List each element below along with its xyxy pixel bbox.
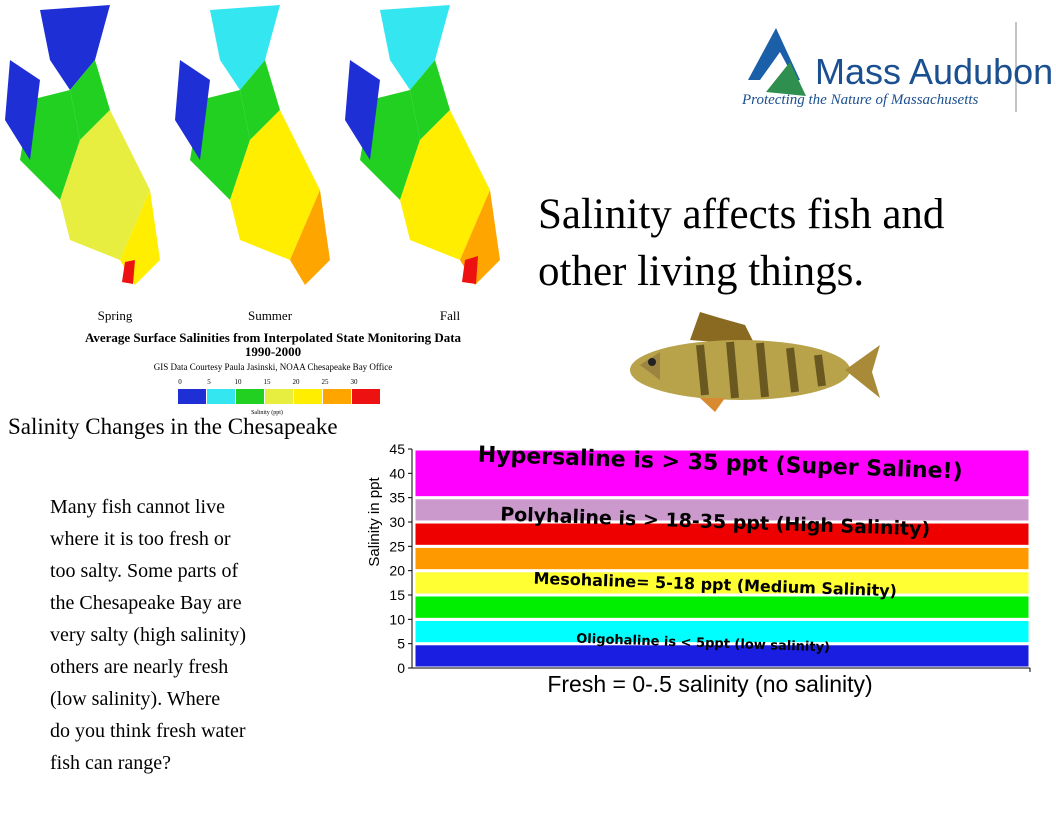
legend-swatch [178, 389, 206, 404]
fish-illustration [630, 312, 880, 412]
title-line: other living things. [538, 248, 864, 295]
y-tick-label: 40 [389, 465, 405, 481]
bar-segment [412, 544, 1032, 573]
y-tick-label: 35 [389, 490, 405, 506]
y-tick-label: 45 [389, 441, 405, 457]
legend-tick-label: 20 [293, 378, 301, 386]
body-line: very salty (high salinity) [50, 624, 246, 646]
body-line: others are nearly fresh [50, 656, 228, 678]
y-tick-label: 25 [389, 538, 405, 554]
legend-tick-label: 30 [351, 378, 359, 386]
y-tick-label: 20 [389, 563, 405, 579]
y-axis-label: Salinity in ppt [366, 477, 383, 567]
y-tick-label: 0 [397, 660, 405, 676]
legend-tick-label: 0 [178, 378, 182, 386]
legend-swatch [323, 389, 351, 404]
body-line: do you think fresh water [50, 720, 246, 742]
x-axis-label: Fresh = 0-.5 salinity (no salinity) [547, 671, 873, 697]
y-tick-label: 15 [389, 587, 405, 603]
legend-tick-label: 25 [322, 378, 330, 386]
body-line: too salty. Some parts of [50, 560, 238, 582]
map-label: Salinity Changes in the Chesapeake [8, 414, 338, 439]
map-credit: GIS Data Courtesy Paula Jasinski, NOAA C… [154, 362, 393, 372]
legend-swatch [236, 389, 264, 404]
body-line: (low salinity). Where [50, 688, 220, 710]
legend-swatch [265, 389, 293, 404]
logo-tagline: Protecting the Nature of Massachusetts [741, 92, 979, 108]
body-line: Many fish cannot live [50, 496, 225, 518]
season-label: Spring [98, 308, 133, 323]
legend-tick-label: 15 [264, 378, 272, 386]
legend-swatch [352, 389, 380, 404]
bar-segment [412, 520, 1032, 548]
x-axis-label-box: Fresh = 0-.5 salinity (no salinity) [547, 671, 873, 697]
body-line: where it is too fresh or [50, 528, 231, 550]
y-tick-label: 10 [389, 611, 405, 627]
legend-swatch [294, 389, 322, 404]
legend-tick-label: 5 [207, 378, 211, 386]
map-illustration [5, 5, 500, 285]
y-tick-label: 5 [397, 636, 405, 652]
bar-segment [412, 447, 1032, 500]
season-label: Summer [248, 308, 293, 323]
map-caption: Average Surface Salinities from Interpol… [85, 330, 462, 345]
bar-segment [412, 569, 1032, 597]
legend-swatch [207, 389, 235, 404]
logo-name: Mass Audubon [815, 51, 1053, 92]
legend-tick-label: 10 [235, 378, 243, 386]
title-line: Salinity affects fish and [538, 191, 944, 238]
body-line: fish can range? [50, 752, 171, 774]
season-label: Fall [440, 308, 461, 323]
body-line: the Chesapeake Bay are [50, 592, 242, 614]
map-years: 1990-2000 [245, 344, 301, 359]
bar-segment [412, 593, 1032, 621]
y-tick-label: 30 [389, 514, 405, 530]
logo [748, 22, 1017, 112]
legend-title: Salinity (ppt) [251, 409, 283, 416]
